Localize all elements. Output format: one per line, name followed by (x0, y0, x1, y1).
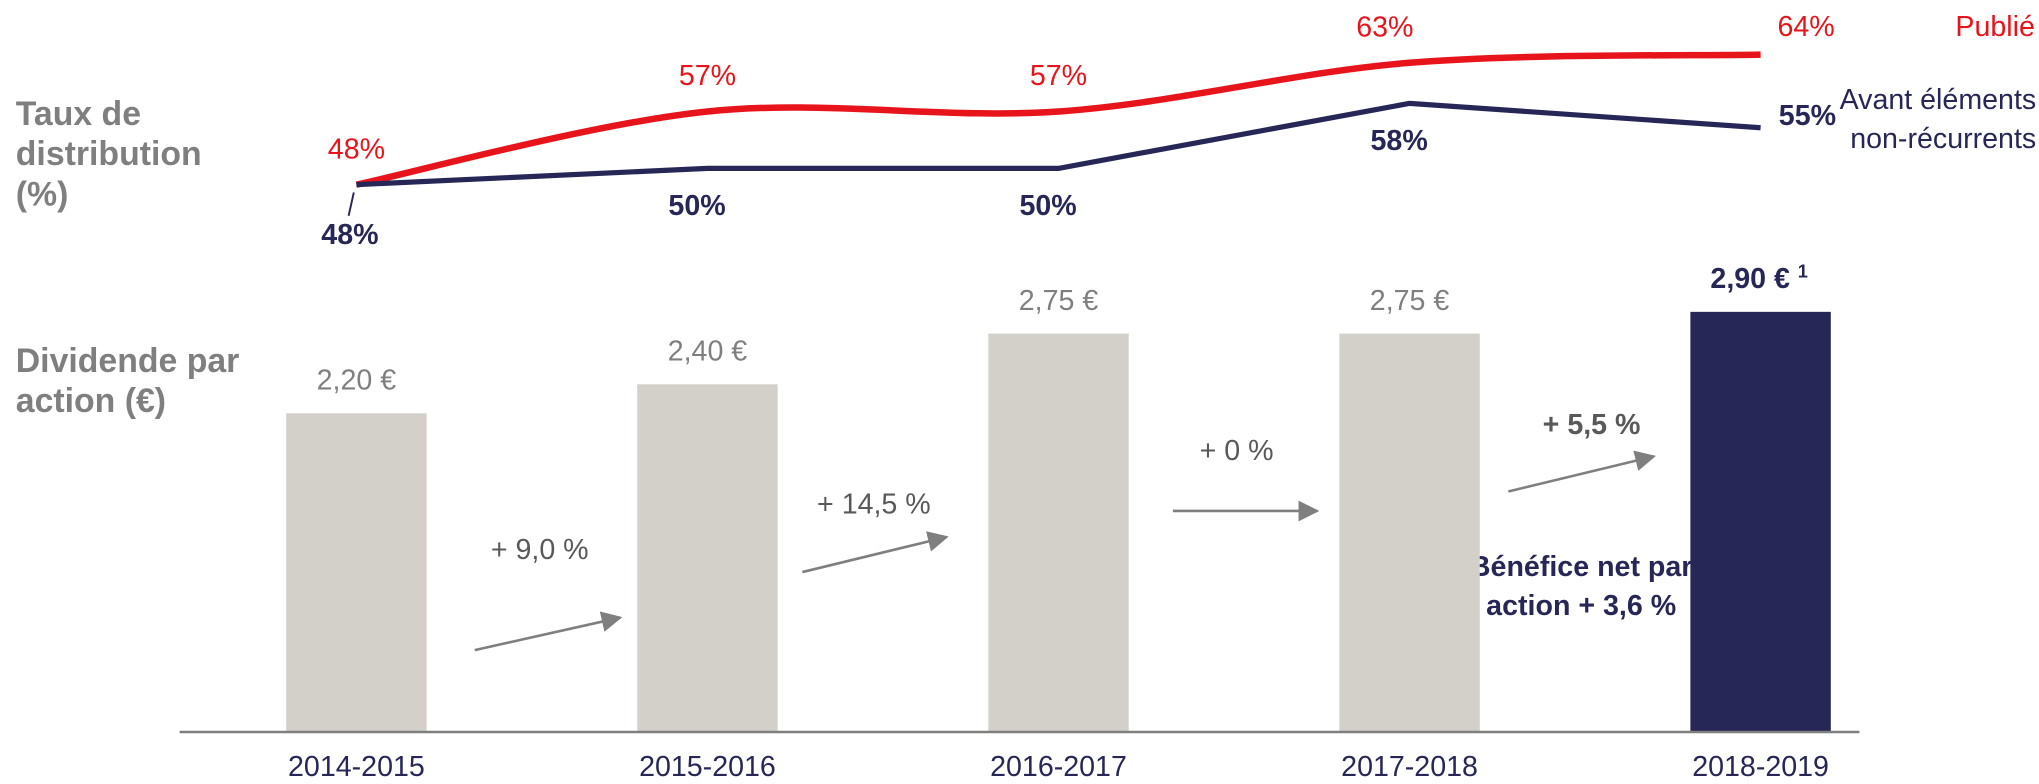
legend-entry: Avant éléments non-récurrents (1839, 83, 2037, 155)
line-series (355, 51, 1761, 188)
data-label: 64% (1777, 11, 1834, 43)
data-label: 48% (328, 133, 385, 165)
x-tick-label: 2014-2015 (288, 751, 425, 783)
line-title: Taux de distribution (%) (15, 93, 202, 214)
data-label: 58% (1371, 125, 1428, 157)
bar (988, 333, 1129, 732)
data-label: 63% (1356, 11, 1413, 43)
growth-label: + 5,5 % (1543, 409, 1641, 441)
data-label: 55% (1779, 100, 1836, 132)
bar (1690, 311, 1831, 732)
footnote-marker: 1 (1798, 262, 1808, 282)
growth-label: + 14,5 % (817, 488, 931, 520)
growth-arrow (1508, 450, 1657, 493)
x-tick-label: 2018-2019 (1692, 751, 1829, 783)
data-label: 48% (321, 219, 378, 251)
data-label: 2,75 € (1019, 285, 1099, 317)
legend-entry-box: Avant éléments non-récurrents (1839, 83, 2037, 155)
bar-title-box: Dividende par action (€) (15, 340, 240, 420)
x-tick-label: 2016-2017 (990, 751, 1127, 783)
growth-label: + 0 % (1200, 435, 1274, 467)
data-label: 2,20 € (317, 365, 397, 397)
legend-entry: Publié (1955, 11, 2034, 43)
data-label: 2,90 € (1710, 263, 1790, 295)
data-label: 50% (668, 190, 725, 222)
bar (1339, 333, 1480, 732)
leader-line (347, 192, 355, 217)
bar (286, 413, 427, 732)
line-title-box: Taux de distribution (%) (15, 93, 202, 214)
eps-note: Bénéfice net par action + 3,6 % (1469, 549, 1693, 622)
note-box: Bénéfice net par action + 3,6 % (1469, 549, 1693, 622)
x-tick-label: 2015-2016 (639, 751, 776, 783)
growth-arrow (474, 611, 623, 652)
bar (637, 384, 778, 732)
data-label: 57% (679, 60, 736, 92)
growth-arrow (802, 531, 949, 574)
line-series (356, 100, 1761, 188)
bar-title: Dividende par action (€) (15, 340, 240, 420)
data-label: 50% (1019, 190, 1076, 222)
growth-label: + 9,0 % (491, 534, 589, 566)
data-label: 2,40 € (668, 336, 748, 368)
data-label: 2,75 € (1370, 285, 1450, 317)
data-label: 57% (1030, 60, 1087, 92)
x-tick-label: 2017-2018 (1341, 751, 1478, 783)
